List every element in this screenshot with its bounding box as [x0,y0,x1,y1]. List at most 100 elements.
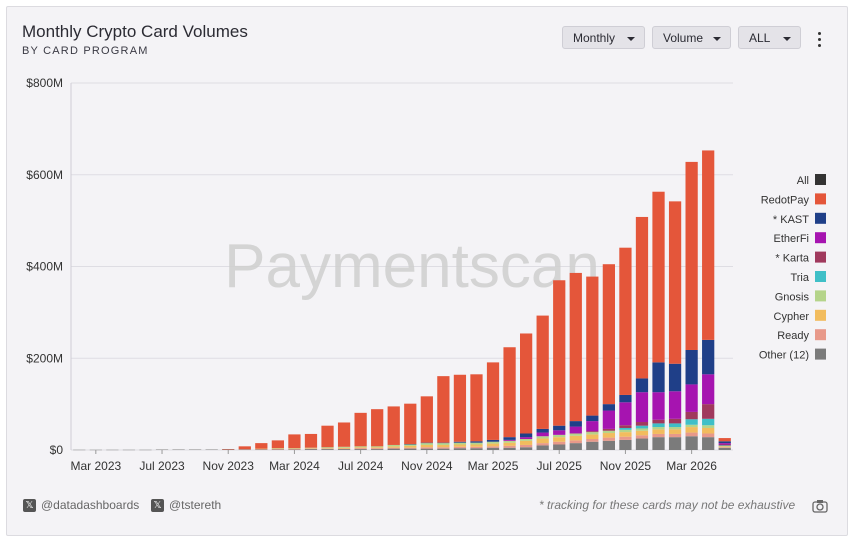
bar-segment[interactable] [354,446,367,448]
bar-segment[interactable] [321,425,334,448]
bar-segment[interactable] [619,394,632,403]
bar-segment[interactable] [635,425,649,429]
bar-segment[interactable] [404,445,417,448]
bar-segment[interactable] [420,443,433,445]
bar-segment[interactable] [652,429,665,434]
bar-stack-nov-2025[interactable] [619,247,632,450]
bar-segment[interactable] [685,432,698,437]
bar-segment[interactable] [718,438,731,442]
bar-segment[interactable] [652,191,665,363]
bar-segment[interactable] [553,437,566,442]
bar-segment[interactable] [702,418,715,426]
bar-segment[interactable] [685,436,698,450]
legend-item[interactable]: * Karta [775,251,826,265]
bar-segment[interactable] [453,448,467,450]
more-vertical-icon[interactable] [813,29,827,49]
bar-segment[interactable] [553,434,566,438]
bar-segment[interactable] [486,446,500,448]
bar-segment[interactable] [702,437,715,450]
bar-segment[interactable] [668,423,682,428]
bar-segment[interactable] [569,421,582,427]
bar-segment[interactable] [718,444,731,446]
period-dropdown[interactable]: Monthly [562,26,645,49]
bar-segment[interactable] [536,428,549,433]
bar-segment[interactable] [702,339,715,375]
bar-segment[interactable] [387,447,400,449]
bar-stack-aug-2024[interactable] [371,409,384,450]
bar-segment[interactable] [321,447,334,449]
bar-segment[interactable] [586,432,599,435]
bar-segment[interactable] [486,447,500,450]
bar-segment[interactable] [635,378,649,393]
bar-segment[interactable] [271,440,284,449]
bar-segment[interactable] [619,425,632,428]
bar-segment[interactable] [387,406,400,445]
bar-segment[interactable] [619,247,632,395]
bar-stack-mar-2026[interactable] [685,161,698,450]
bar-segment[interactable] [404,403,417,445]
bar-segment[interactable] [354,449,367,450]
bar-segment[interactable] [569,443,582,450]
bar-segment[interactable] [718,446,731,448]
bar-segment[interactable] [321,449,334,450]
bar-segment[interactable] [536,432,549,437]
bar-segment[interactable] [586,415,599,422]
bar-segment[interactable] [635,392,649,423]
bar-segment[interactable] [619,402,632,426]
bar-segment[interactable] [586,276,599,416]
bar-segment[interactable] [503,347,516,438]
legend-item[interactable]: Tria [790,271,826,284]
bar-segment[interactable] [453,374,467,442]
bar-segment[interactable] [619,427,632,430]
bar-segment[interactable] [470,444,483,447]
bar-segment[interactable] [520,438,533,441]
bar-segment[interactable] [486,439,500,442]
bar-stack-sep-2024[interactable] [387,406,400,450]
bar-segment[interactable] [520,437,533,439]
bar-segment[interactable] [354,448,367,450]
bar-segment[interactable] [255,443,268,449]
bar-segment[interactable] [437,376,450,443]
bar-segment[interactable] [668,427,682,430]
bar-segment[interactable] [470,448,483,450]
bar-segment[interactable] [520,447,533,450]
bar-stack-apr-2024[interactable] [304,433,318,450]
bar-segment[interactable] [602,433,615,438]
bar-segment[interactable] [503,440,516,443]
bar-segment[interactable] [702,427,715,434]
bar-segment[interactable] [652,427,665,430]
camera-icon[interactable] [812,499,828,513]
bar-segment[interactable] [470,441,483,443]
bar-segment[interactable] [652,437,665,450]
bar-segment[interactable] [437,443,450,445]
bar-segment[interactable] [652,423,665,428]
bar-segment[interactable] [668,433,682,438]
bar-segment[interactable] [619,436,632,440]
legend-item[interactable]: Other (12) [759,348,826,362]
bar-stack-jan-2026[interactable] [652,191,665,450]
bar-segment[interactable] [635,216,649,379]
bar-segment[interactable] [553,280,566,426]
bar-segment[interactable] [635,430,649,436]
bar-segment[interactable] [685,424,698,428]
bar-segment[interactable] [685,161,698,350]
bar-segment[interactable] [718,443,731,445]
bar-segment[interactable] [553,444,566,451]
bar-segment[interactable] [238,446,251,450]
bar-segment[interactable] [536,443,549,446]
bar-segment[interactable] [652,362,665,393]
bar-segment[interactable] [520,333,533,434]
bar-segment[interactable] [602,437,615,441]
bar-segment[interactable] [503,442,516,446]
bar-segment[interactable] [437,447,450,449]
bar-segment[interactable] [337,447,351,449]
bar-segment[interactable] [569,440,582,444]
bar-stack-feb-2025[interactable] [470,374,483,450]
bar-segment[interactable] [536,438,549,444]
bar-segment[interactable] [685,349,698,385]
legend-item[interactable]: RedotPay [761,193,826,206]
legend-item[interactable]: EtherFi [774,232,826,245]
bar-segment[interactable] [668,418,682,424]
bar-segment[interactable] [371,409,384,447]
bar-segment[interactable] [602,264,615,405]
